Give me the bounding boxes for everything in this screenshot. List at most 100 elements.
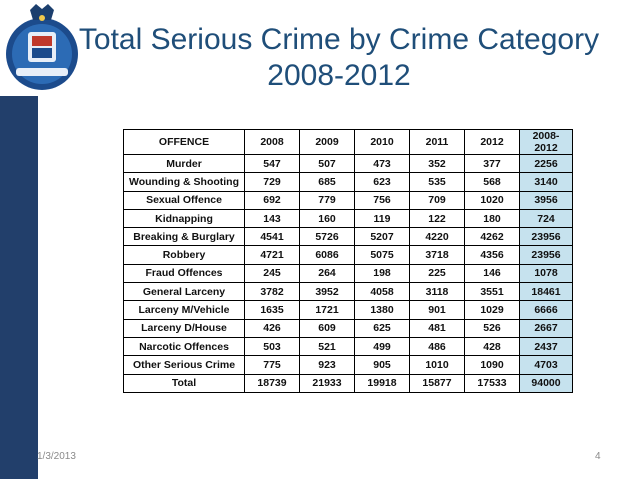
value-cell: 499 — [354, 336, 410, 357]
value-cell: 685 — [299, 172, 355, 192]
value-cell: 1635 — [244, 300, 300, 320]
table-row: Breaking & Burglary 4541 5726 5207 4220 4262 2… — [123, 227, 573, 247]
table-row: Sexual Offence 692 779 756 709 1020 3956 — [123, 190, 573, 210]
value-cell: 729 — [244, 172, 300, 192]
value-cell: 146 — [464, 263, 520, 284]
value-cell: 692 — [244, 190, 300, 210]
table-row: General Larceny 3782 3952 4058 3118 3551 18461 — [123, 282, 573, 302]
table-row: Other Serious Crime 775 923 905 1010 1090 4703 — [123, 355, 573, 375]
offence-cell: Kidnapping — [123, 208, 245, 229]
value-cell: 4220 — [409, 227, 465, 247]
footer-date: 1/3/2013 — [37, 451, 76, 462]
value-cell: 2256 — [519, 153, 573, 174]
value-cell: 625 — [354, 318, 410, 338]
value-cell: 3782 — [244, 282, 300, 302]
offence-cell: Larceny D/House — [123, 318, 245, 338]
value-cell: 352 — [409, 153, 465, 174]
value-cell: 5075 — [354, 245, 410, 265]
value-cell: 426 — [244, 318, 300, 338]
value-cell: 473 — [354, 153, 410, 174]
value-cell: 4262 — [464, 227, 520, 247]
value-cell: 17533 — [464, 373, 520, 393]
value-cell: 1078 — [519, 263, 573, 284]
crime-table: OFFENCE 2008 2009 2010 2011 2012 2008-20… — [123, 129, 573, 393]
offence-cell: Fraud Offences — [123, 263, 245, 284]
offence-cell: Total — [123, 373, 245, 393]
value-cell: 122 — [409, 208, 465, 229]
value-cell: 119 — [354, 208, 410, 229]
value-cell: 245 — [244, 263, 300, 284]
value-cell: 779 — [299, 190, 355, 210]
value-cell: 428 — [464, 336, 520, 357]
value-cell: 4721 — [244, 245, 300, 265]
value-cell: 1090 — [464, 355, 520, 375]
value-cell: 180 — [464, 208, 520, 229]
value-cell: 724 — [519, 208, 573, 229]
value-cell: 2667 — [519, 318, 573, 338]
value-cell: 526 — [464, 318, 520, 338]
table-row: Narcotic Offences 503 521 499 486 428 2437 — [123, 336, 573, 357]
offence-cell: Breaking & Burglary — [123, 227, 245, 247]
value-cell: 3551 — [464, 282, 520, 302]
value-cell: 198 — [354, 263, 410, 284]
value-cell: 3952 — [299, 282, 355, 302]
value-cell: 4541 — [244, 227, 300, 247]
page-number: 4 — [595, 451, 601, 462]
value-cell: 264 — [299, 263, 355, 284]
offence-cell: Other Serious Crime — [123, 355, 245, 375]
header-total-period: 2008-2012 — [519, 129, 573, 155]
offence-cell: Narcotic Offences — [123, 336, 245, 357]
value-cell: 18739 — [244, 373, 300, 393]
value-cell: 3956 — [519, 190, 573, 210]
value-cell: 143 — [244, 208, 300, 229]
offence-cell: Wounding & Shooting — [123, 172, 245, 192]
value-cell: 507 — [299, 153, 355, 174]
value-cell: 1010 — [409, 355, 465, 375]
value-cell: 94000 — [519, 373, 573, 393]
value-cell: 547 — [244, 153, 300, 174]
value-cell: 3140 — [519, 172, 573, 192]
value-cell: 901 — [409, 300, 465, 320]
value-cell: 623 — [354, 172, 410, 192]
value-cell: 23956 — [519, 245, 573, 265]
value-cell: 481 — [409, 318, 465, 338]
table-row: Wounding & Shooting 729 685 623 535 568 3140 — [123, 172, 573, 192]
value-cell: 486 — [409, 336, 465, 357]
value-cell: 1721 — [299, 300, 355, 320]
table-row: Kidnapping 143 160 119 122 180 724 — [123, 208, 573, 229]
value-cell: 3718 — [409, 245, 465, 265]
value-cell: 18461 — [519, 282, 573, 302]
value-cell: 568 — [464, 172, 520, 192]
value-cell: 709 — [409, 190, 465, 210]
value-cell: 15877 — [409, 373, 465, 393]
header-2012: 2012 — [464, 129, 520, 155]
value-cell: 1029 — [464, 300, 520, 320]
value-cell: 775 — [244, 355, 300, 375]
header-2010: 2010 — [354, 129, 410, 155]
header-offence: OFFENCE — [123, 129, 245, 155]
value-cell: 21933 — [299, 373, 355, 393]
value-cell: 4356 — [464, 245, 520, 265]
header-2009: 2009 — [299, 129, 355, 155]
title-line-1: Total Serious Crime by Crime Category — [78, 23, 600, 56]
offence-cell: General Larceny — [123, 282, 245, 302]
slide-title: Total Serious Crime by Crime Category 20… — [40, 22, 638, 94]
table-header-row: OFFENCE 2008 2009 2010 2011 2012 2008-20… — [123, 129, 573, 155]
left-sidebar-bar — [0, 96, 38, 479]
offence-cell: Sexual Offence — [123, 190, 245, 210]
header-2008: 2008 — [244, 129, 300, 155]
police-crest-logo — [6, 4, 78, 90]
value-cell: 905 — [354, 355, 410, 375]
value-cell: 521 — [299, 336, 355, 357]
value-cell: 3118 — [409, 282, 465, 302]
value-cell: 23956 — [519, 227, 573, 247]
table-row: Robbery 4721 6086 5075 3718 4356 23956 — [123, 245, 573, 265]
table-row: Fraud Offences 245 264 198 225 146 1078 — [123, 263, 573, 284]
table-row: Larceny D/House 426 609 625 481 526 2667 — [123, 318, 573, 338]
value-cell: 377 — [464, 153, 520, 174]
value-cell: 2437 — [519, 336, 573, 357]
title-line-2: 2008-2012 — [267, 59, 411, 92]
value-cell: 923 — [299, 355, 355, 375]
value-cell: 6666 — [519, 300, 573, 320]
value-cell: 160 — [299, 208, 355, 229]
